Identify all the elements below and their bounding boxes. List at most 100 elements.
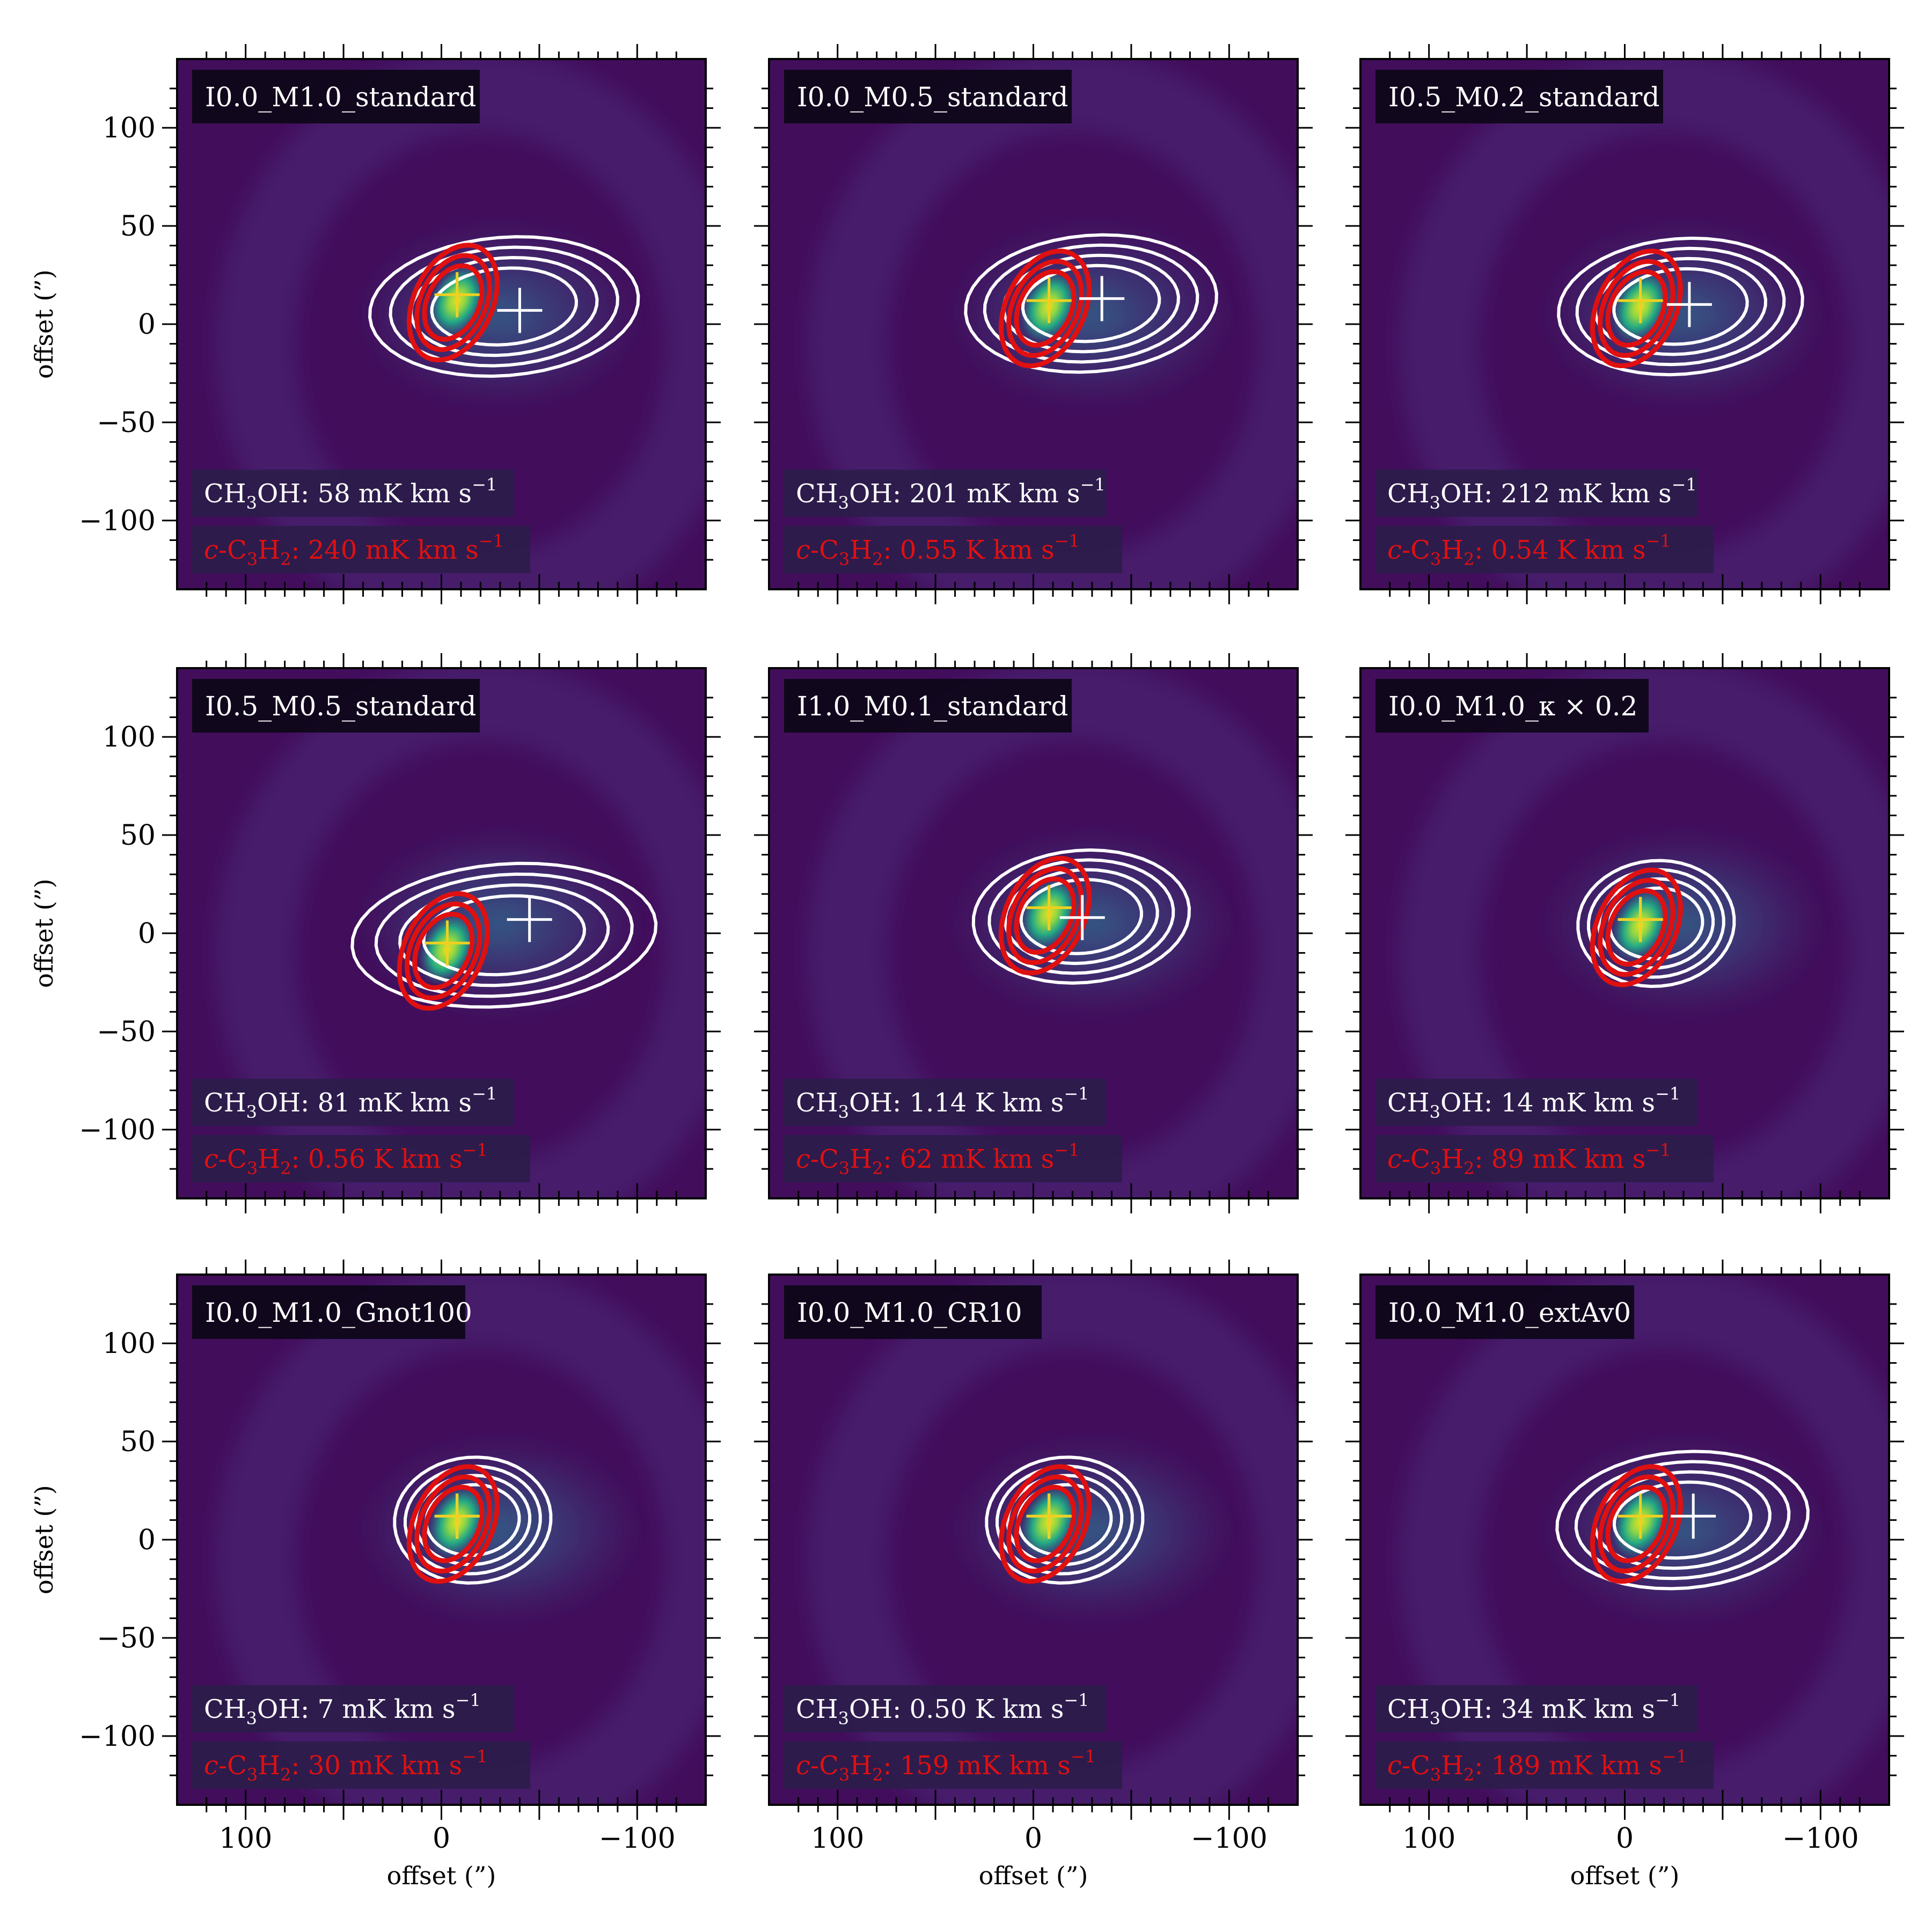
y-axis-label: offset (”) [30,879,58,988]
y-tick-label: 50 [120,819,156,852]
y-tick-label: 0 [138,1524,156,1556]
svg-text:c-C3H2: 240 mK km s−1: c-C3H2: 240 mK km s−1 [204,531,504,569]
ticks [162,653,721,1213]
ch3oh-integrated-intensity: CH3OH: 81 mK km s−1 [192,1079,514,1126]
panel-title: I1.0_M0.1_standard [797,691,1068,722]
x-tick-label: −100 [1191,1823,1268,1855]
panel-title: I0.0_M1.0_CR10 [797,1297,1022,1328]
ch3oh-integrated-intensity: CH3OH: 212 mK km s−1 [1375,470,1697,517]
title-box [192,70,480,123]
svg-text:CH3OH: 1.14 K km s−1: CH3OH: 1.14 K km s−1 [796,1084,1089,1122]
title-box [192,679,480,733]
y-tick-label: −50 [97,407,156,439]
svg-text:c-C3H2: 0.54 K km s−1: c-C3H2: 0.54 K km s−1 [1387,531,1671,569]
panel-8: 100 0 −100 offset (”) I0.0_M1.0_CR10 CH3OH: 0… [754,1260,1313,1890]
c3h2-contour [414,253,492,352]
c3h2-contour [1006,259,1084,358]
y-tick-label: −100 [79,1114,156,1146]
panel-title: I0.0_M0.5_standard [797,82,1068,113]
c3h2-contour [406,1464,500,1584]
x-tick-label: 100 [1402,1823,1455,1855]
y-tick-label: 100 [103,721,156,753]
c3h2-integrated-intensity: c-C3H2: 0.55 K km s−1 [784,526,1122,573]
ch3oh-contour [1555,1450,1810,1591]
ch3oh-peak-marker [497,288,543,333]
ticks [1345,1260,1904,1820]
c3h2-contour [1590,867,1684,987]
x-tick-label: −100 [599,1823,676,1855]
ch3oh-integrated-intensity: CH3OH: 7 mK km s−1 [192,1685,514,1732]
ticks [162,1260,721,1820]
svg-text:CH3OH: 34 mK km s−1: CH3OH: 34 mK km s−1 [1387,1690,1680,1729]
c3h2-peak-marker [1618,278,1663,324]
c3h2-integrated-intensity: c-C3H2: 159 mK km s−1 [784,1741,1122,1789]
c3h2-contour [998,855,1092,976]
svg-text:c-C3H2: 62 mK km s−1: c-C3H2: 62 mK km s−1 [796,1140,1079,1179]
c3h2-peak-marker [1618,1494,1663,1539]
x-axis-label: offset (”) [387,1861,496,1890]
y-tick-label: −100 [79,1721,156,1753]
svg-text:CH3OH: 58 mK km s−1: CH3OH: 58 mK km s−1 [204,474,497,513]
svg-text:CH3OH: 81 mK km s−1: CH3OH: 81 mK km s−1 [204,1084,497,1122]
ticks [754,1260,1313,1820]
svg-text:CH3OH: 212 mK km s−1: CH3OH: 212 mK km s−1 [1387,474,1697,513]
panel-title: I0.0_M1.0_κ × 0.2 [1388,691,1637,722]
c3h2-integrated-intensity: c-C3H2: 0.54 K km s−1 [1375,526,1714,573]
svg-text:c-C3H2: 189 mK km s−1: c-C3H2: 189 mK km s−1 [1387,1746,1687,1785]
c3h2-contour [412,911,475,990]
panel-1: 100 50 0 −50 −100 offset (”) I0.0_M1.0_standar… [30,44,721,604]
panel-9: 100 0 −100 offset (”) I0.0_M1.0_extAv0 CH3OH:… [1345,1260,1904,1890]
c3h2-contour [998,248,1092,369]
title-box [1375,70,1663,123]
c3h2-contour [414,1474,492,1574]
ch3oh-contour [350,861,658,1009]
ch3oh-contour [985,1455,1145,1585]
c3h2-peak-marker [1026,278,1072,324]
y-tick-label: −50 [97,1622,156,1655]
panel-7: 100 50 0 −50 −100 offset (”) 100 0 −100 offset (”… [30,1260,721,1890]
svg-text:c-C3H2: 159 mK km s−1: c-C3H2: 159 mK km s−1 [796,1746,1096,1785]
c3h2-peak-marker [434,1494,480,1539]
ch3oh-integrated-intensity: CH3OH: 34 mK km s−1 [1375,1685,1697,1732]
x-tick-label: 100 [811,1823,864,1855]
ch3oh-peak-marker [507,897,552,942]
svg-text:c-C3H2: 30 mK km s−1: c-C3H2: 30 mK km s−1 [204,1746,487,1785]
panel-title: I0.0_M1.0_Gnot100 [205,1297,472,1328]
ch3oh-contour [389,245,619,368]
svg-text:CH3OH: 14 mK km s−1: CH3OH: 14 mK km s−1 [1387,1084,1680,1122]
c3h2-contour [1598,1474,1675,1574]
ch3oh-peak-marker [1666,282,1712,327]
svg-text:c-C3H2: 0.55 K km s−1: c-C3H2: 0.55 K km s−1 [796,531,1080,569]
c3h2-integrated-intensity: c-C3H2: 240 mK km s−1 [192,526,530,573]
y-axis-label: offset (”) [30,1485,58,1594]
svg-text:CH3OH: 7 mK km s−1: CH3OH: 7 mK km s−1 [204,1690,481,1729]
ch3oh-integrated-intensity: CH3OH: 58 mK km s−1 [192,470,514,517]
ticks [1345,653,1904,1213]
svg-text:CH3OH: 201 mK km s−1: CH3OH: 201 mK km s−1 [796,474,1106,513]
x-axis-label: offset (”) [979,1861,1088,1890]
title-box [192,1285,465,1339]
c3h2-integrated-intensity: c-C3H2: 189 mK km s−1 [1375,1741,1714,1789]
panel-title: I0.5_M0.2_standard [1388,82,1659,113]
panel-4: 100 50 0 −50 −100 offset (”) I0.5_M0.5_standar… [30,653,721,1213]
title-box [1375,679,1649,733]
y-tick-label: 100 [103,1328,156,1360]
c3h2-contour [1014,1484,1077,1563]
svg-text:CH3OH: 0.50 K km s−1: CH3OH: 0.50 K km s−1 [796,1690,1089,1729]
ch3oh-peak-marker [1059,895,1105,940]
c3h2-integrated-intensity: c-C3H2: 0.56 K km s−1 [192,1135,530,1182]
ch3oh-contour [983,243,1199,364]
c3h2-peak-marker [425,920,470,966]
ch3oh-integrated-intensity: CH3OH: 201 mK km s−1 [784,470,1106,517]
ch3oh-contour [368,235,640,378]
c3h2-contour [1590,248,1684,369]
ch3oh-contour [1557,236,1804,377]
panel-3: I0.5_M0.2_standard CH3OH: 212 mK km s−1 c-… [1345,44,1904,604]
c3h2-contour [397,891,490,1011]
c3h2-contour [1598,877,1675,977]
svg-text:c-C3H2: 0.56 K km s−1: c-C3H2: 0.56 K km s−1 [204,1140,488,1179]
y-tick-label: 100 [103,112,156,144]
ticks [754,653,1313,1213]
x-tick-label: 0 [433,1823,450,1855]
